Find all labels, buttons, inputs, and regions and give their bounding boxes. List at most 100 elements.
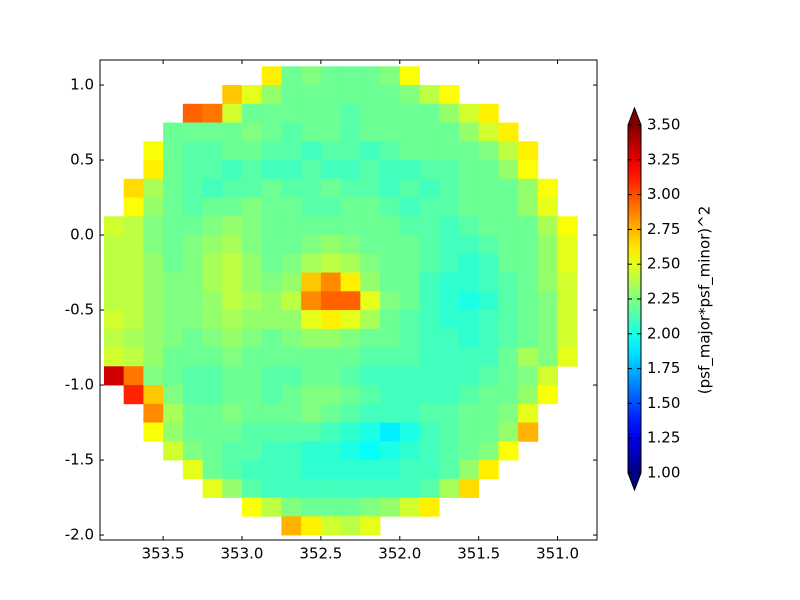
heatmap-cell <box>301 85 322 105</box>
heatmap-cell <box>182 403 203 423</box>
heatmap-cell <box>399 253 420 273</box>
heatmap-cell <box>182 385 203 405</box>
heatmap-cell <box>419 385 440 405</box>
heatmap-cell <box>537 197 558 217</box>
heatmap-cell <box>163 253 184 273</box>
heatmap-cell <box>478 103 499 123</box>
heatmap-cell <box>340 328 361 348</box>
heatmap-cell <box>518 197 539 217</box>
heatmap-cell <box>498 441 519 461</box>
heatmap-cell <box>498 253 519 273</box>
heatmap-cell <box>380 197 401 217</box>
heatmap-cell <box>360 216 381 236</box>
heatmap-cell <box>143 328 164 348</box>
heatmap-cell <box>380 478 401 498</box>
colorbar-tick-label: 2.50 <box>647 255 680 273</box>
heatmap-cell <box>222 310 243 330</box>
heatmap-cell <box>143 347 164 367</box>
heatmap-cell <box>340 253 361 273</box>
heatmap-cell <box>498 141 519 161</box>
heatmap-cell <box>518 347 539 367</box>
heatmap-cell <box>281 141 302 161</box>
heatmap-cell <box>518 141 539 161</box>
heatmap-cell <box>103 366 125 386</box>
heatmap-cell <box>537 328 558 348</box>
heatmap-cell <box>222 178 243 198</box>
heatmap-cell <box>399 122 420 142</box>
heatmap-cell <box>242 422 263 442</box>
heatmap-cell <box>557 235 578 255</box>
heatmap-cell <box>399 235 420 255</box>
heatmap-cell <box>182 422 203 442</box>
heatmap-cell <box>320 85 342 105</box>
heatmap-cell <box>143 291 164 311</box>
heatmap-cell <box>182 310 203 330</box>
heatmap-cell <box>419 366 440 386</box>
heatmap-cell <box>439 291 460 311</box>
heatmap-cell <box>458 122 480 142</box>
heatmap-cell <box>320 478 342 498</box>
heatmap-cell <box>320 516 342 536</box>
heatmap-cell <box>222 197 243 217</box>
heatmap-cell <box>301 178 322 198</box>
y-tick-label: 0.5 <box>70 151 94 169</box>
heatmap-cell <box>103 253 125 273</box>
heatmap-cell <box>478 141 499 161</box>
heatmap-cell <box>419 497 440 517</box>
heatmap-cell <box>380 160 401 180</box>
heatmap-cell <box>380 366 401 386</box>
heatmap-cell <box>419 103 440 123</box>
heatmap-cell <box>518 328 539 348</box>
heatmap-cell <box>163 328 184 348</box>
x-tick-label: 351.0 <box>536 545 579 563</box>
heatmap-cell <box>242 85 263 105</box>
heatmap-cell <box>163 272 184 292</box>
heatmap-cell <box>242 291 263 311</box>
colorbar-extend-top <box>628 108 641 125</box>
heatmap-cell <box>163 178 184 198</box>
heatmap-cell <box>163 385 184 405</box>
heatmap-cell <box>399 366 420 386</box>
heatmap-cell <box>380 85 401 105</box>
heatmap-cell <box>202 328 223 348</box>
heatmap-cell <box>478 253 499 273</box>
heatmap-cell <box>360 85 381 105</box>
heatmap-cell <box>242 122 263 142</box>
heatmap-cell <box>419 178 440 198</box>
heatmap-cell <box>222 422 243 442</box>
heatmap-cell <box>301 441 322 461</box>
heatmap-cell <box>261 328 282 348</box>
heatmap-cell <box>242 197 263 217</box>
heatmap-cell <box>123 178 144 198</box>
heatmap-cell <box>399 178 420 198</box>
heatmap-cell <box>163 122 184 142</box>
heatmap-cell <box>399 85 420 105</box>
heatmap-cell <box>537 366 558 386</box>
heatmap-cell <box>222 385 243 405</box>
heatmap-cell <box>458 441 480 461</box>
heatmap-cell <box>380 66 401 86</box>
heatmap-cell <box>380 441 401 461</box>
heatmap-cell <box>380 403 401 423</box>
heatmap-cell <box>163 441 184 461</box>
heatmap-cell <box>360 516 381 536</box>
heatmap-cell <box>222 141 243 161</box>
heatmap-cell <box>478 403 499 423</box>
heatmap-cell <box>380 385 401 405</box>
heatmap-cell <box>498 366 519 386</box>
heatmap-cell <box>320 235 342 255</box>
heatmap-cell <box>360 160 381 180</box>
heatmap-cell <box>301 141 322 161</box>
heatmap <box>103 66 578 536</box>
heatmap-cell <box>498 347 519 367</box>
heatmap-cell <box>537 347 558 367</box>
heatmap-cell <box>163 422 184 442</box>
heatmap-cell <box>380 235 401 255</box>
heatmap-cell <box>380 328 401 348</box>
heatmap-cell <box>439 366 460 386</box>
heatmap-cell <box>202 310 223 330</box>
heatmap-cell <box>281 85 302 105</box>
heatmap-cell <box>399 422 420 442</box>
heatmap-cell <box>320 272 342 292</box>
heatmap-cell <box>498 328 519 348</box>
